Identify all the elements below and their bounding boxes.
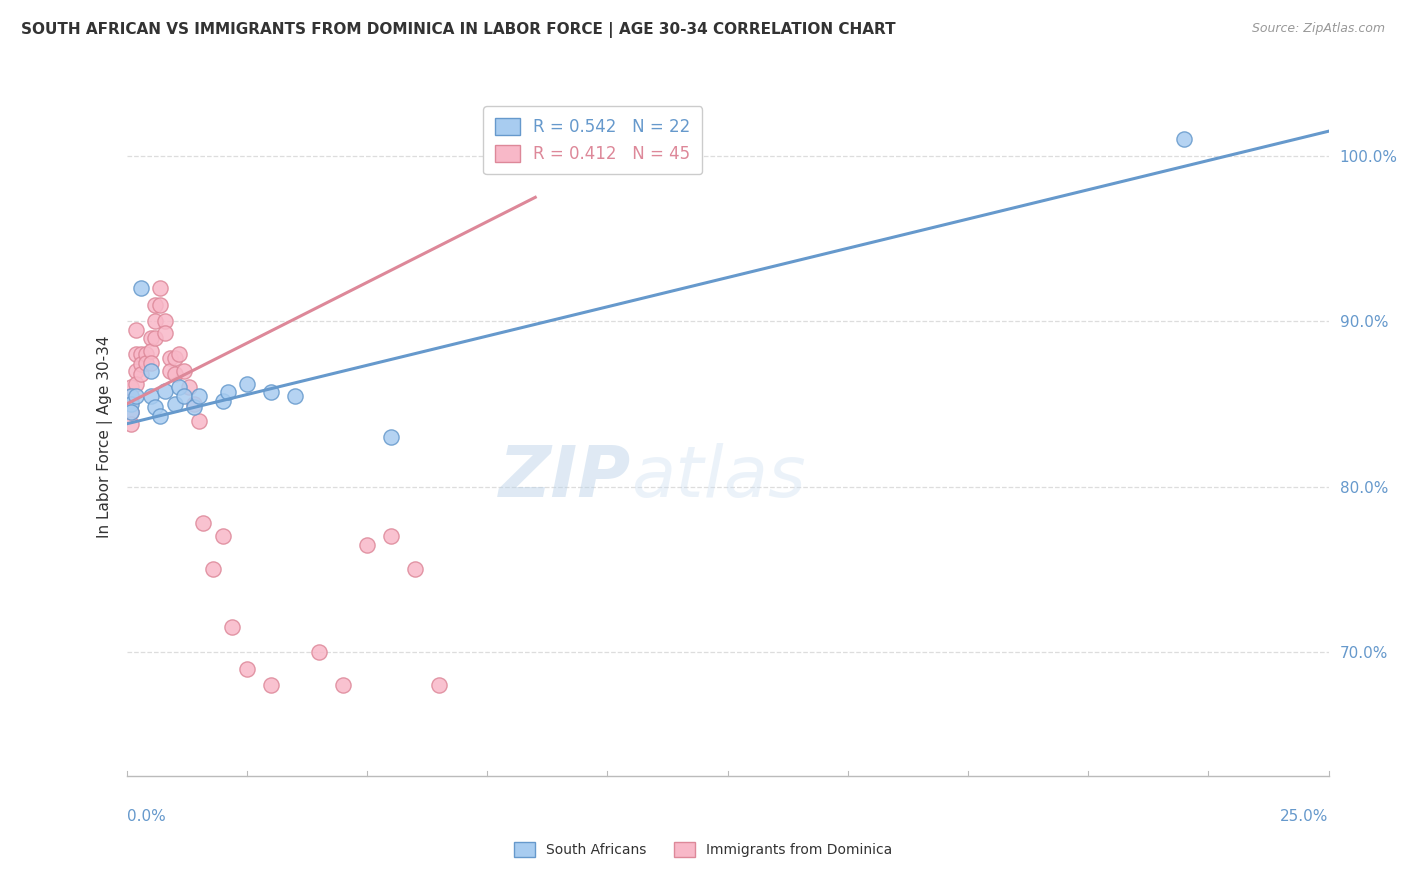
Point (139, 364, 162, 378)
Y-axis label: In Labor Force | Age 30-34: In Labor Force | Age 30-34 (97, 335, 112, 539)
Point (129, 357, 152, 371)
Point (183, 401, 205, 415)
Point (308, 645, 330, 659)
Point (139, 356, 162, 370)
Point (187, 413, 209, 427)
Point (235, 377, 259, 392)
Point (217, 385, 239, 400)
Point (380, 529, 402, 543)
Text: ZIP: ZIP (499, 443, 631, 512)
Point (183, 397, 205, 411)
Point (202, 562, 225, 576)
Point (163, 397, 186, 411)
Point (120, 393, 142, 408)
Point (169, 380, 191, 394)
Point (125, 377, 148, 392)
Point (153, 384, 176, 398)
Point (120, 380, 142, 394)
Point (135, 347, 157, 361)
Point (187, 389, 209, 403)
Point (120, 389, 142, 403)
Point (149, 298, 172, 312)
Point (120, 405, 142, 419)
Point (145, 314, 167, 328)
Point (260, 385, 283, 400)
Legend: R = 0.542   N = 22, R = 0.412   N = 45: R = 0.542 N = 22, R = 0.412 N = 45 (484, 106, 703, 175)
Point (163, 351, 186, 365)
Point (125, 389, 148, 403)
Point (159, 364, 181, 378)
Text: Source: ZipAtlas.com: Source: ZipAtlas.com (1251, 22, 1385, 36)
Point (149, 281, 172, 295)
Point (211, 529, 233, 543)
Point (149, 409, 172, 423)
Text: 0.0%: 0.0% (127, 809, 166, 823)
Point (211, 393, 233, 408)
Point (284, 389, 307, 403)
Point (145, 298, 167, 312)
Point (125, 323, 148, 337)
Point (153, 314, 176, 328)
Point (163, 368, 186, 382)
Point (235, 662, 259, 676)
Point (125, 364, 148, 378)
Point (120, 405, 142, 419)
Point (169, 347, 191, 361)
Point (139, 389, 162, 403)
Point (120, 397, 142, 411)
Point (1173, 132, 1195, 146)
Point (120, 417, 142, 431)
Text: SOUTH AFRICAN VS IMMIGRANTS FROM DOMINICA IN LABOR FORCE | AGE 30-34 CORRELATION: SOUTH AFRICAN VS IMMIGRANTS FROM DOMINIC… (21, 22, 896, 38)
Point (145, 401, 167, 415)
Point (404, 562, 426, 576)
Text: atlas: atlas (631, 443, 806, 512)
Point (129, 347, 152, 361)
Point (159, 351, 181, 365)
Point (173, 389, 195, 403)
Point (129, 281, 152, 295)
Point (125, 347, 148, 361)
Point (173, 364, 195, 378)
Point (260, 678, 283, 692)
Point (221, 620, 243, 634)
Point (427, 678, 450, 692)
Point (120, 389, 142, 403)
Point (193, 516, 215, 530)
Point (153, 326, 176, 340)
Point (356, 537, 378, 551)
Point (129, 368, 152, 382)
Point (380, 430, 402, 444)
Legend: South Africans, Immigrants from Dominica: South Africans, Immigrants from Dominica (509, 837, 897, 863)
Point (139, 331, 162, 345)
Text: 25.0%: 25.0% (1281, 809, 1329, 823)
Point (135, 356, 157, 370)
Point (139, 344, 162, 359)
Point (145, 331, 167, 345)
Point (332, 678, 354, 692)
Point (177, 380, 200, 394)
